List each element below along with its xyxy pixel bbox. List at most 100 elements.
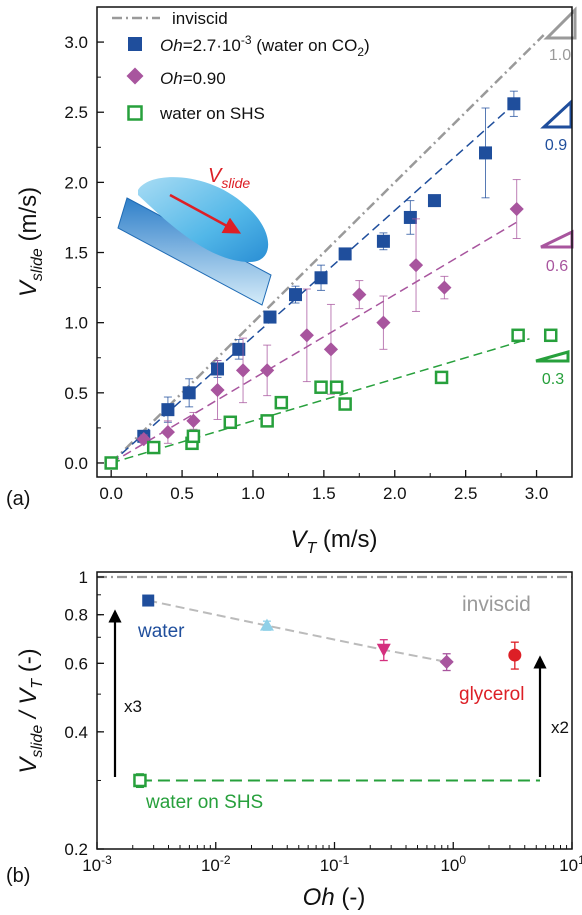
x-tick-label: 0.5 (170, 484, 194, 503)
x-axis-label-a-unit: (m/s) (316, 526, 377, 553)
point-shs (329, 380, 344, 394)
slope-triangle-shs (535, 350, 570, 363)
legend-water-co2-exp: -3 (241, 33, 252, 47)
point-shs (511, 328, 525, 343)
point-oh090 (376, 315, 391, 330)
legend-water-co2-val: =2.7·10 (183, 36, 241, 55)
legend-water-co2-rest: (water on CO (252, 36, 358, 55)
y-axis-label-a-unit: (m/s) (15, 187, 42, 248)
velocity-arrow (169, 193, 242, 234)
y-axis-label-a-sub: slide (29, 248, 46, 281)
legend-water-co2-label: Oh=2.7·10-3 (water on CO2) (160, 33, 370, 59)
point-b-triangle-down (376, 643, 391, 657)
point-shs (338, 397, 352, 411)
slope-label-water-co2: 0.9 (545, 137, 567, 154)
point-oh090 (210, 382, 225, 398)
point-shs (434, 370, 449, 385)
point-shs (274, 395, 289, 410)
x-tick-label: 2.5 (454, 484, 478, 503)
point-shs (186, 429, 201, 444)
slope-label-inviscid: 1.0 (549, 47, 571, 64)
x-axis-label-b: Oh (-) (303, 884, 366, 911)
point-water_co2 (376, 234, 390, 248)
axis-ticks-b: 10-3 10-2 10-1 100 101 0.2 0.4 0.6 0.8 1 (64, 568, 582, 875)
point-oh090 (323, 342, 339, 357)
point-oh090 (260, 363, 275, 378)
y-axis-label-b-unit: (-) (15, 648, 42, 679)
y-tick-label-b: 0.2 (64, 840, 88, 859)
y-tick-label: 1.5 (64, 244, 88, 263)
y-tick-label-b: 0.6 (64, 654, 88, 673)
legend-oh090-val: =0.90 (183, 69, 226, 88)
y-tick-label: 2.0 (64, 173, 88, 192)
y-tick-label: 0.5 (64, 384, 88, 403)
point-oh090 (186, 413, 201, 428)
point-oh090 (160, 425, 175, 440)
slope-triangle-oh090 (540, 229, 574, 249)
axis-ticks: 0.0 0.5 1.0 1.5 2.0 2.5 3.0 0.0 0.5 1.0 1.5 2.0 2.5 3… (64, 33, 548, 503)
point-shs (223, 415, 238, 430)
y-axis-label-b-mid: / V (15, 687, 42, 725)
y-tick-label: 2.5 (64, 103, 88, 122)
y-tick-label-b: 0.4 (64, 723, 88, 742)
label-x3: x3 (124, 697, 142, 716)
point-b-triangle-up (259, 618, 274, 631)
legend-shs-label: water on SHS (159, 104, 265, 123)
x-tick-label: 1.0 (241, 484, 265, 503)
inset-velocity-label: Vslide (208, 165, 250, 191)
label-glycerol-b: glycerol (459, 684, 524, 705)
y-tick-label: 3.0 (64, 33, 88, 52)
point-b-open-square (133, 773, 147, 788)
point-shs (543, 328, 558, 343)
y-axis-label-a-main: V (15, 279, 42, 297)
slope-label-oh090: 0.6 (546, 258, 568, 275)
panel-b-content (97, 575, 572, 789)
legend-inviscid-label: inviscid (172, 9, 228, 28)
point-water_co2 (161, 403, 175, 417)
x-axis-label-a-sub: T (306, 540, 317, 557)
inset-velocity-main: V (208, 165, 223, 187)
legend-water-co2-sub: 2 (357, 45, 364, 59)
point-oh090 (235, 363, 251, 378)
x-axis-label-a: VT (m/s) (290, 526, 377, 557)
point-oh090 (299, 328, 314, 343)
y-axis-label-b-sub: slide (29, 725, 46, 758)
legend-shs-marker (127, 105, 143, 121)
y-tick-label-b: 0.8 (64, 606, 88, 625)
point-water_co2 (479, 146, 493, 160)
point-oh090 (408, 258, 424, 273)
x-tick-label: 0.0 (99, 484, 123, 503)
trend-line-b (148, 599, 447, 663)
point-water_co2 (263, 310, 277, 324)
x-tick-label: 1.5 (312, 484, 336, 503)
y-tick-label: 0.0 (64, 454, 88, 473)
x-axis-label-b-main: Oh (303, 884, 335, 911)
x-tick-label-b: 10-1 (320, 853, 350, 875)
x-tick-label-b: 101 (559, 853, 582, 875)
y-tick-label-b: 1 (79, 568, 88, 587)
y-tick-label: 1.0 (64, 314, 88, 333)
point-water_co2 (314, 271, 328, 285)
x-tick-label-b: 10-3 (82, 853, 112, 875)
point-b-square (142, 594, 155, 607)
legend-oh090-oh: Oh (160, 69, 183, 88)
fit-line-oh090 (110, 219, 520, 464)
point-water_co2 (403, 210, 417, 224)
point-water_co2 (182, 386, 196, 400)
y-axis-label-b-sub2: T (29, 678, 46, 689)
x-tick-label-b: 100 (440, 853, 466, 875)
x-tick-label: 2.0 (383, 484, 407, 503)
point-shs (146, 440, 161, 455)
x-tick-label: 3.0 (525, 484, 549, 503)
point-water_co2 (427, 194, 441, 208)
panel-label-b: (b) (6, 865, 30, 887)
slope-triangle-inviscid (543, 6, 577, 40)
point-water_co2 (507, 97, 521, 111)
x-axis-label-b-unit: (-) (335, 884, 366, 911)
legend-water-co2-marker (128, 37, 142, 51)
point-b-diamond (439, 654, 454, 669)
legend-water-co2-close: ) (364, 36, 370, 55)
label-inviscid-b: inviscid (462, 593, 531, 616)
panel-b: inviscid water glycerol water on SHS x3 … (6, 568, 582, 911)
